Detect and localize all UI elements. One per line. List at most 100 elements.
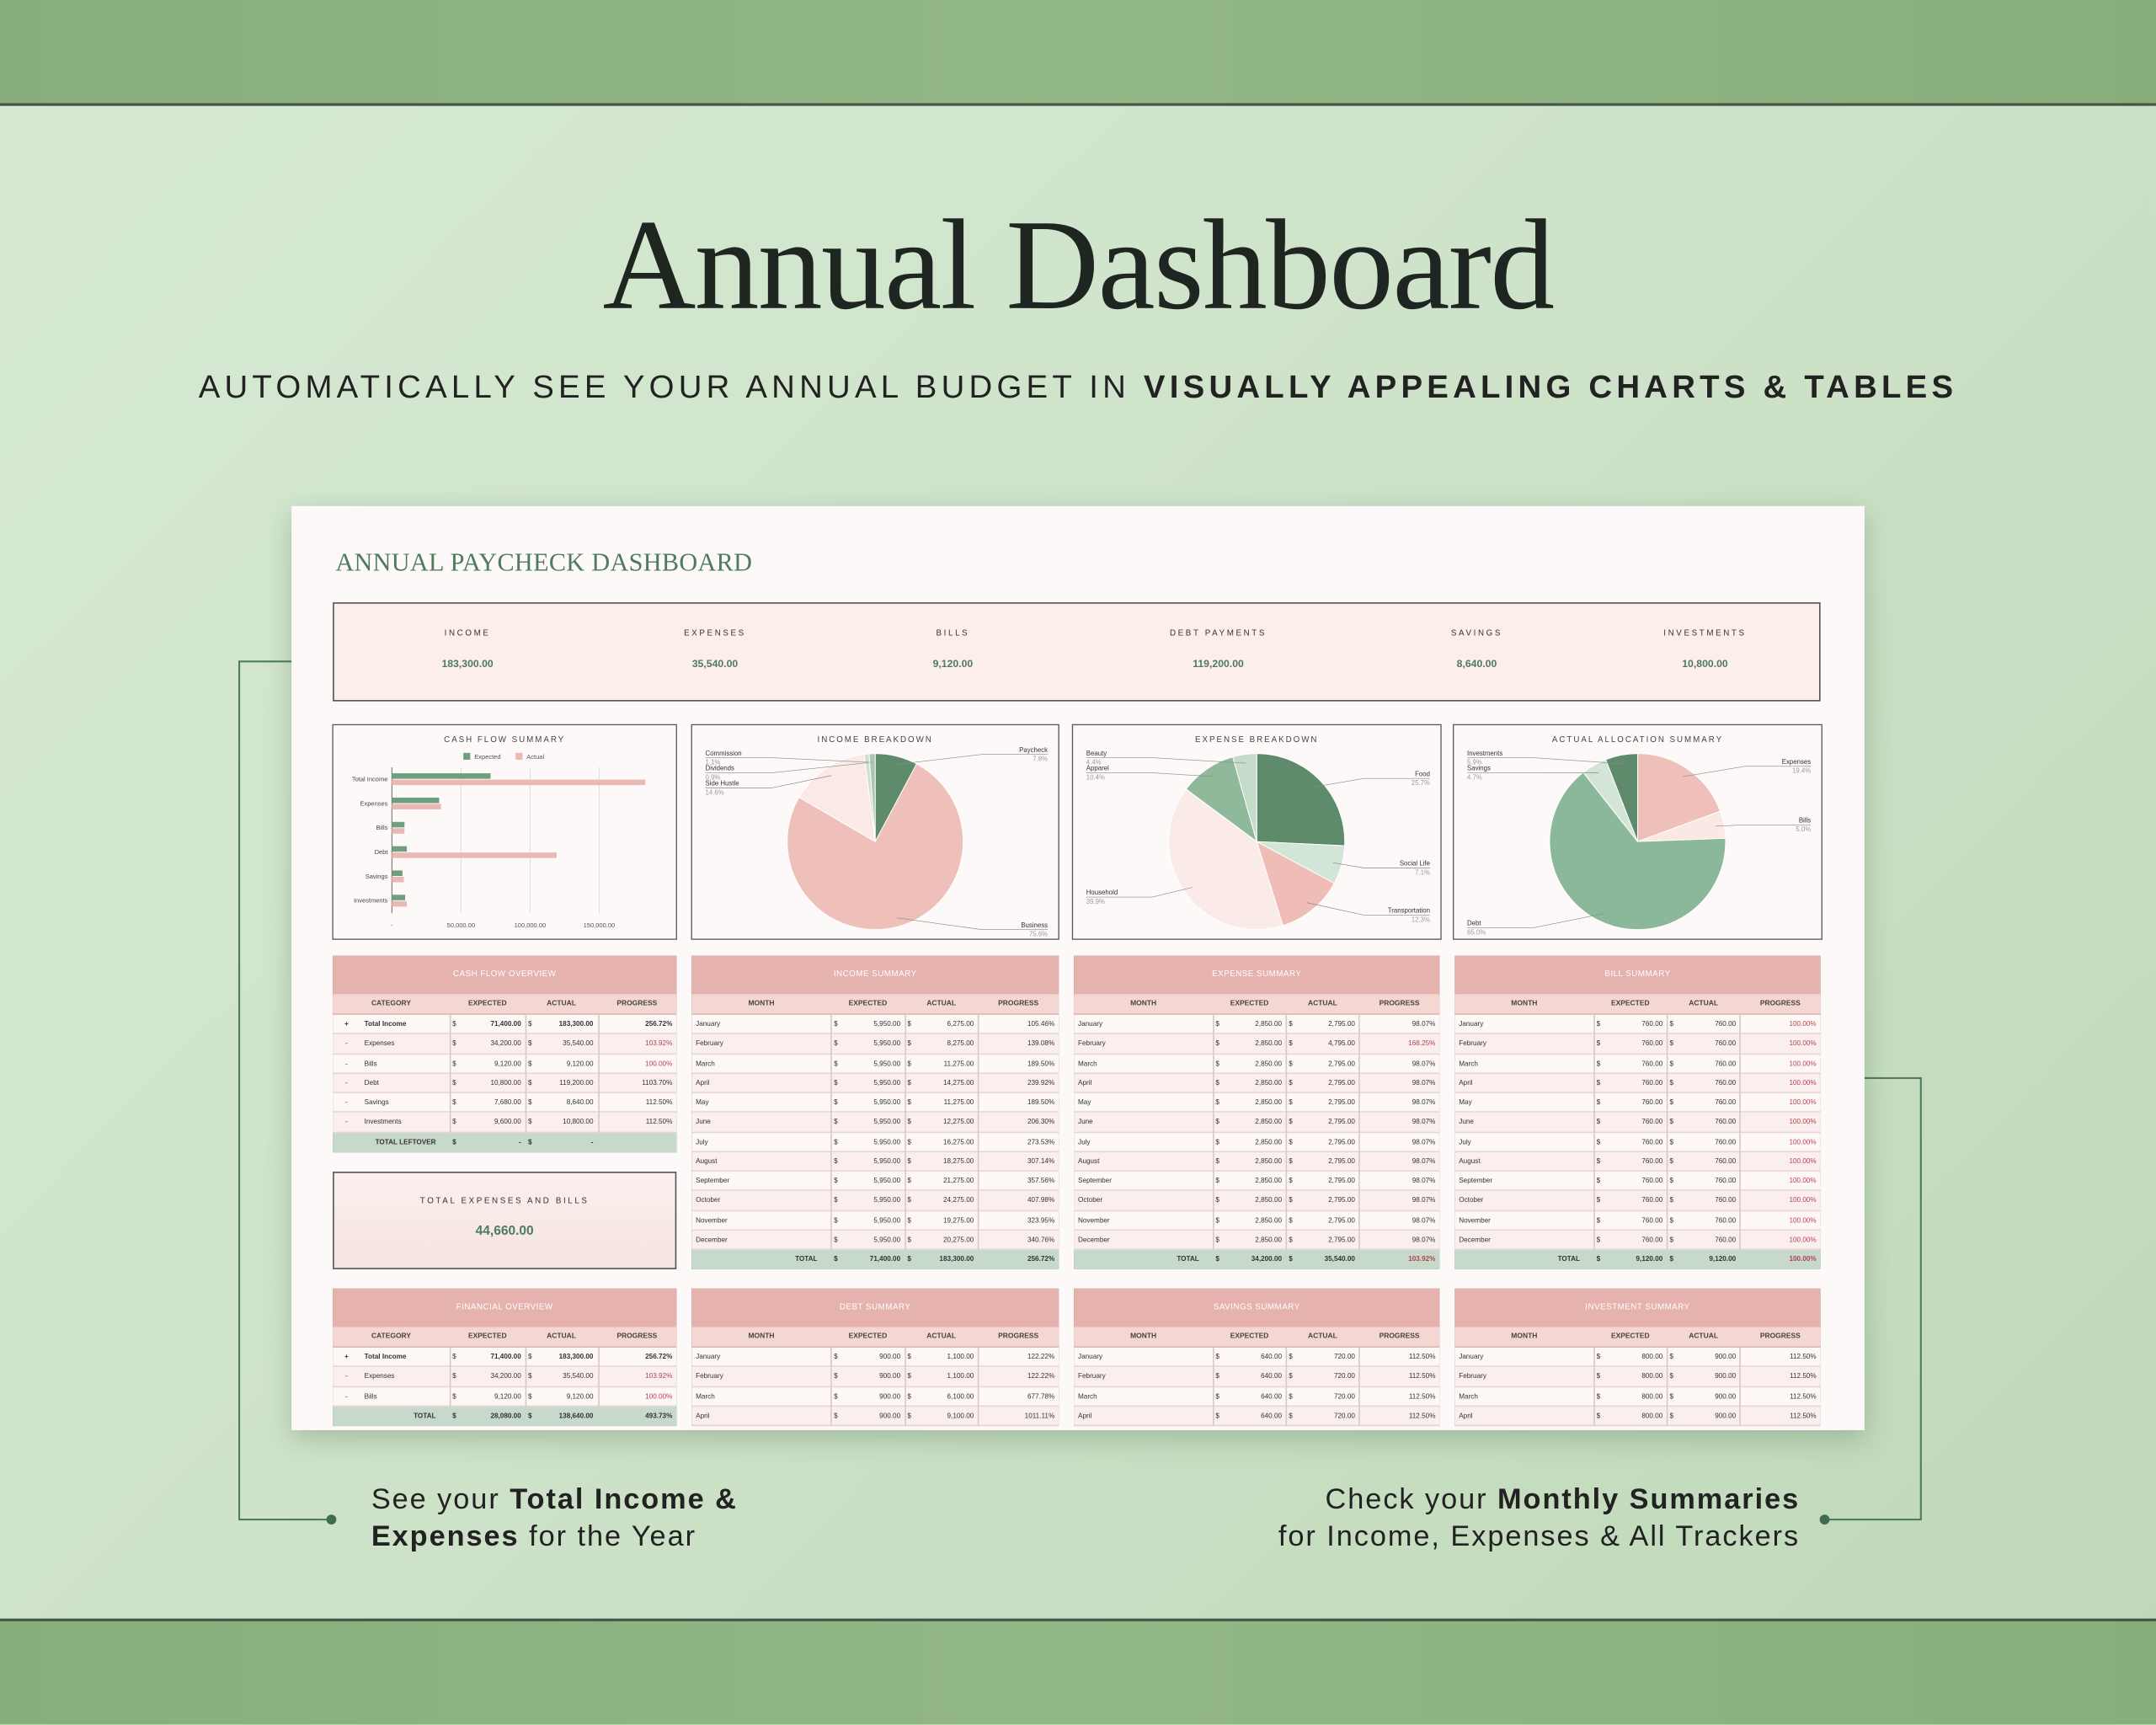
table-title: EXPENSE SUMMARY bbox=[1074, 955, 1440, 995]
currency-symbol: $ bbox=[907, 1372, 911, 1381]
table-cell: 760.00 bbox=[1715, 1138, 1737, 1146]
table-cell: 100.00% bbox=[1789, 1079, 1817, 1088]
currency-symbol: $ bbox=[1596, 1039, 1601, 1049]
pie-label: Investments bbox=[1467, 750, 1502, 757]
cell-divider bbox=[1740, 1132, 1742, 1152]
cell-divider bbox=[978, 1132, 979, 1152]
cell-divider bbox=[1358, 1151, 1360, 1172]
table-cell: August bbox=[1459, 1157, 1481, 1167]
chart-frame bbox=[332, 724, 677, 940]
cell-divider bbox=[830, 1113, 832, 1133]
table-cell: 100.00% bbox=[1789, 1118, 1817, 1127]
page-subtitle: AUTOMATICALLY SEE YOUR ANNUAL BUDGET IN … bbox=[0, 369, 2156, 406]
table-row bbox=[1074, 1210, 1440, 1231]
table-cell: 2,850.00 bbox=[1255, 1196, 1283, 1205]
table-cell: 189.50% bbox=[1027, 1098, 1055, 1108]
table-row bbox=[691, 1132, 1059, 1152]
table-cell: 5,950.00 bbox=[873, 1177, 901, 1186]
currency-symbol: $ bbox=[907, 1392, 911, 1401]
cell-divider bbox=[1285, 1367, 1287, 1387]
table-cell: 122.22% bbox=[1027, 1372, 1055, 1381]
column-header: EXPECTED bbox=[1610, 1332, 1650, 1341]
table-cell: 34,200.00 bbox=[1251, 1255, 1283, 1264]
table-cell: 760.00 bbox=[1641, 1118, 1663, 1127]
table-row bbox=[1074, 1386, 1440, 1407]
callout-right: Check your Monthly Summaries for Income, … bbox=[1100, 1481, 1800, 1555]
currency-symbol: $ bbox=[1289, 1138, 1293, 1146]
text-segment: Total Income & bbox=[510, 1483, 738, 1516]
table-row bbox=[691, 1151, 1059, 1172]
currency-symbol: $ bbox=[1289, 1177, 1293, 1186]
table-cell: 5,950.00 bbox=[873, 1039, 901, 1049]
currency-symbol: $ bbox=[1596, 1353, 1601, 1362]
table-cell: 1011.11% bbox=[1024, 1412, 1055, 1421]
cell-divider bbox=[1740, 1210, 1742, 1231]
table-cell: 760.00 bbox=[1641, 1177, 1663, 1186]
cell-divider bbox=[978, 1406, 979, 1427]
currency-symbol: $ bbox=[1289, 1098, 1293, 1108]
pie-value-label: 25.7% bbox=[1412, 779, 1430, 787]
table-cell: 18,275.00 bbox=[942, 1157, 974, 1167]
currency-symbol: $ bbox=[834, 1412, 838, 1421]
leader-line bbox=[1467, 913, 1605, 928]
table-cell: 2,795.00 bbox=[1328, 1059, 1355, 1068]
table-cell: January bbox=[696, 1020, 721, 1029]
bar bbox=[392, 900, 408, 907]
table-cell: 11,275.00 bbox=[943, 1059, 974, 1068]
currency-symbol: $ bbox=[907, 1177, 911, 1186]
table-cell: 98.07% bbox=[1412, 1098, 1436, 1108]
pie-value-label: 4.4% bbox=[1086, 758, 1102, 766]
currency-symbol: $ bbox=[1596, 1118, 1601, 1127]
table-cell: - bbox=[590, 1138, 594, 1146]
kpi-value: 9,120.00 bbox=[932, 657, 974, 670]
table-cell: 98.07% bbox=[1412, 1196, 1436, 1205]
chart-title: INCOME BREAKDOWN bbox=[818, 735, 933, 745]
summary-label: TOTAL EXPENSES AND BILLS bbox=[419, 1198, 590, 1206]
table-cell: 103.92% bbox=[1408, 1255, 1436, 1264]
table-row bbox=[1454, 1034, 1821, 1055]
currency-symbol: $ bbox=[907, 1255, 911, 1264]
currency-symbol: $ bbox=[527, 1372, 532, 1381]
table-cell: 900.00 bbox=[879, 1353, 901, 1362]
connector-dot bbox=[1819, 1514, 1830, 1525]
table-cell: 760.00 bbox=[1715, 1236, 1737, 1245]
table-cell: 112.50% bbox=[1790, 1412, 1817, 1421]
cell-divider bbox=[1667, 1092, 1668, 1114]
kpi-value: 183,300.00 bbox=[441, 657, 494, 670]
currency-symbol: $ bbox=[1215, 1020, 1219, 1029]
cell-divider bbox=[1213, 1406, 1214, 1427]
table-row bbox=[333, 1054, 677, 1074]
cell-divider bbox=[1285, 1092, 1287, 1114]
cell-divider bbox=[978, 1054, 979, 1074]
table-cell: - bbox=[345, 1059, 348, 1068]
table-cell: February bbox=[1459, 1372, 1486, 1381]
table-cell: Bills bbox=[364, 1059, 377, 1068]
table-row bbox=[1454, 1367, 1821, 1387]
table-row bbox=[333, 1347, 677, 1368]
currency-symbol: $ bbox=[1289, 1372, 1293, 1381]
table-cell: 800.00 bbox=[1641, 1353, 1663, 1362]
table-cell: 112.50% bbox=[645, 1098, 673, 1108]
currency-symbol: $ bbox=[1289, 1039, 1293, 1049]
text-segment: for the Year bbox=[519, 1520, 696, 1553]
cell-divider bbox=[1740, 1034, 1742, 1055]
column-header: MONTH bbox=[1511, 1332, 1538, 1341]
cell-divider bbox=[830, 1151, 832, 1172]
table-row bbox=[1454, 1347, 1821, 1368]
cell-divider bbox=[1593, 1347, 1595, 1368]
table-cell: November bbox=[696, 1216, 728, 1225]
currency-symbol: $ bbox=[1596, 1020, 1601, 1029]
table-cell: 100.00% bbox=[645, 1059, 673, 1068]
column-header: PROGRESS bbox=[616, 1332, 658, 1341]
cell-divider bbox=[1667, 1054, 1668, 1074]
table-row bbox=[691, 1210, 1059, 1231]
cell-divider bbox=[1213, 1014, 1214, 1035]
currency-symbol: $ bbox=[1289, 1118, 1293, 1127]
column-header: PROGRESS bbox=[1759, 1332, 1801, 1341]
table-row bbox=[1074, 1113, 1440, 1133]
column-header: PROGRESS bbox=[1759, 999, 1801, 1008]
cell-divider bbox=[1593, 1386, 1595, 1407]
pie-label: Commission bbox=[706, 750, 742, 757]
cell-divider bbox=[1285, 1113, 1287, 1133]
